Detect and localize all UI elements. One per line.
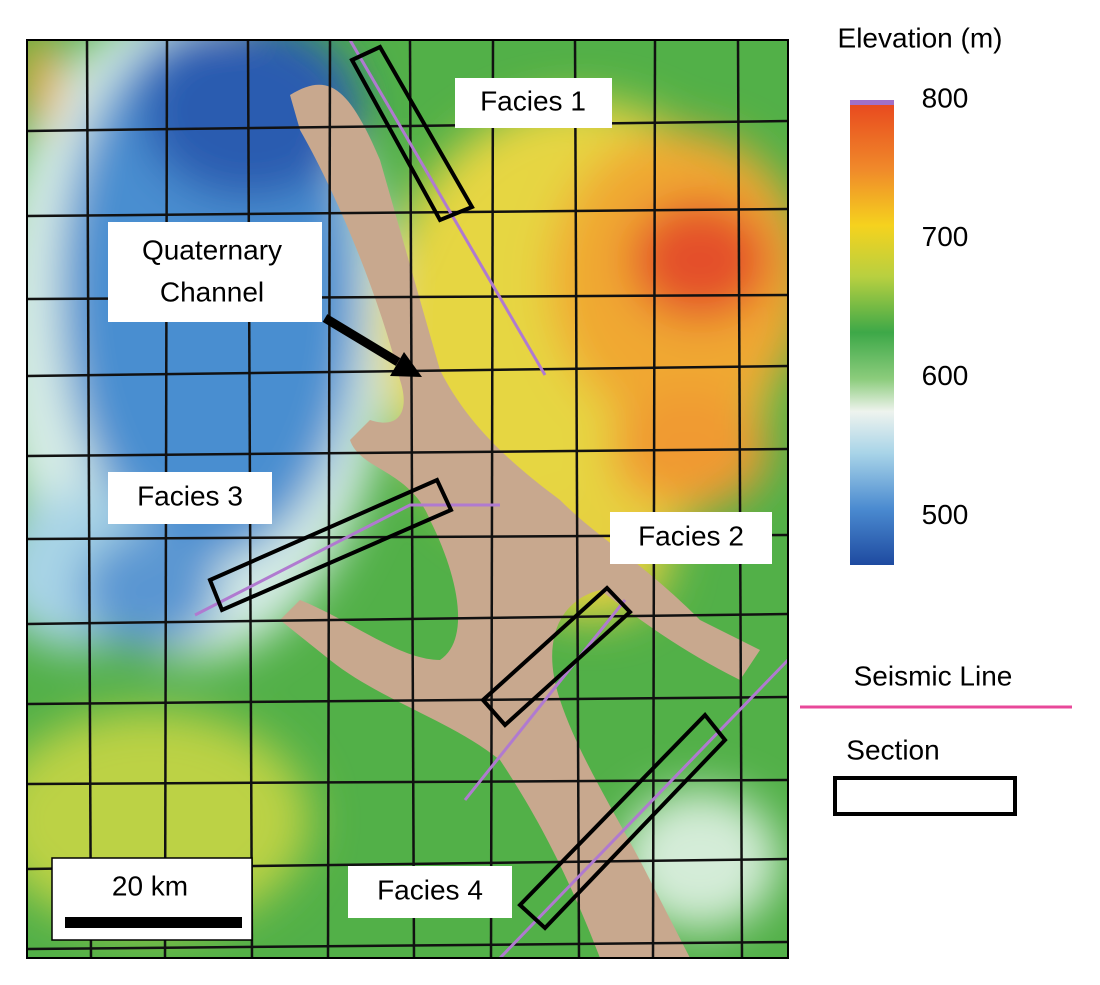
label-box — [108, 472, 272, 524]
label-box — [455, 78, 612, 128]
colorbar-ramp — [850, 100, 894, 565]
legend: Seismic Line Section — [800, 660, 1072, 816]
grid-line — [27, 119, 788, 133]
colorbar-tick-label: 500 — [922, 499, 969, 530]
grid-line — [573, 40, 581, 958]
grid-line — [489, 40, 495, 958]
channel-label: Quaternary — [142, 234, 282, 265]
sections — [207, 44, 728, 931]
scale-bar: 20 km — [51, 857, 253, 941]
grid-line — [27, 612, 788, 626]
grid-line — [651, 40, 657, 958]
map-frame — [26, 39, 789, 959]
colorbar: Elevation (m) 800 700 600 500 — [838, 22, 1003, 565]
grid-line — [85, 40, 93, 958]
seismic-lines — [194, 40, 788, 958]
colorbar-tick-label: 800 — [922, 82, 969, 113]
facies-label: Facies 4 — [377, 874, 483, 905]
grid-line — [27, 695, 788, 706]
quaternary-channel — [280, 84, 760, 958]
map-area — [27, 40, 788, 958]
scale-label: 20 km — [112, 870, 188, 901]
grid-line — [27, 778, 788, 786]
grid-line — [27, 940, 788, 951]
channel-label: Channel — [160, 276, 264, 307]
arrow-shaft — [322, 314, 401, 366]
facies-label: Facies 1 — [480, 85, 586, 116]
legend-label: Section — [846, 734, 939, 765]
facies-label: Facies 3 — [137, 480, 243, 511]
scale-line — [65, 917, 242, 928]
label-box — [610, 512, 772, 564]
legend-box — [833, 776, 1017, 816]
grid-line — [408, 40, 416, 958]
grid-line — [27, 447, 788, 458]
legend-label: Seismic Line — [854, 660, 1013, 691]
arrow-head — [390, 352, 422, 377]
colorbar-title: Elevation (m) — [838, 22, 1003, 53]
grid-line — [27, 207, 788, 218]
grid-line — [736, 40, 744, 958]
callouts: Facies 1 Quaternary Channel Facies 3 Fac… — [108, 78, 772, 918]
label-box — [108, 222, 322, 322]
facies-label: Facies 2 — [638, 520, 744, 551]
colorbar-tick-label: 700 — [922, 221, 969, 252]
label-box — [348, 866, 512, 918]
grid-line — [326, 40, 332, 958]
colorbar-tick-label: 600 — [922, 360, 969, 391]
colorbar-cap — [850, 100, 894, 105]
